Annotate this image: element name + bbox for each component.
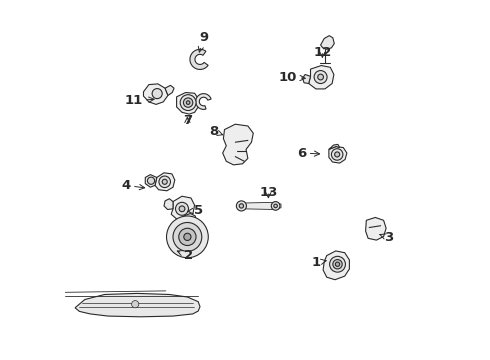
Text: 13: 13 bbox=[259, 186, 278, 199]
Text: 3: 3 bbox=[379, 231, 393, 244]
Text: 12: 12 bbox=[313, 46, 332, 59]
Polygon shape bbox=[366, 217, 386, 240]
Polygon shape bbox=[145, 175, 157, 187]
Circle shape bbox=[147, 177, 155, 184]
Polygon shape bbox=[144, 84, 168, 104]
Circle shape bbox=[167, 216, 208, 258]
Circle shape bbox=[152, 89, 162, 99]
Polygon shape bbox=[165, 85, 174, 95]
Text: 11: 11 bbox=[124, 94, 154, 107]
Circle shape bbox=[159, 176, 171, 188]
Text: 10: 10 bbox=[279, 71, 305, 84]
Circle shape bbox=[333, 260, 342, 269]
Circle shape bbox=[330, 256, 345, 272]
Circle shape bbox=[271, 202, 280, 210]
Text: 2: 2 bbox=[177, 249, 193, 262]
Text: 5: 5 bbox=[188, 204, 203, 217]
Polygon shape bbox=[303, 75, 311, 84]
Circle shape bbox=[175, 202, 189, 215]
Circle shape bbox=[180, 95, 196, 111]
Polygon shape bbox=[242, 202, 281, 210]
Circle shape bbox=[162, 179, 167, 184]
Circle shape bbox=[183, 98, 193, 107]
Circle shape bbox=[335, 152, 340, 157]
Polygon shape bbox=[75, 293, 200, 317]
Polygon shape bbox=[164, 199, 173, 210]
Circle shape bbox=[179, 228, 196, 246]
Text: 7: 7 bbox=[183, 114, 192, 127]
Circle shape bbox=[318, 74, 323, 80]
Circle shape bbox=[331, 149, 343, 160]
Circle shape bbox=[179, 206, 185, 212]
Circle shape bbox=[186, 101, 190, 104]
Circle shape bbox=[239, 204, 244, 208]
Circle shape bbox=[335, 262, 340, 266]
Polygon shape bbox=[222, 124, 253, 165]
Circle shape bbox=[274, 204, 277, 208]
Circle shape bbox=[132, 301, 139, 308]
Text: 9: 9 bbox=[198, 31, 208, 52]
Text: 8: 8 bbox=[209, 125, 222, 138]
Polygon shape bbox=[323, 251, 349, 280]
Polygon shape bbox=[176, 93, 199, 114]
Polygon shape bbox=[190, 49, 208, 69]
Circle shape bbox=[236, 201, 246, 211]
Polygon shape bbox=[155, 173, 175, 191]
Polygon shape bbox=[171, 196, 195, 220]
Circle shape bbox=[184, 233, 191, 240]
Polygon shape bbox=[180, 213, 196, 229]
Text: 4: 4 bbox=[121, 179, 145, 192]
Polygon shape bbox=[329, 147, 347, 163]
Circle shape bbox=[314, 71, 327, 84]
Circle shape bbox=[173, 222, 202, 251]
Polygon shape bbox=[196, 94, 211, 109]
Polygon shape bbox=[320, 36, 334, 49]
Polygon shape bbox=[309, 66, 334, 89]
Text: 1: 1 bbox=[312, 256, 326, 269]
Text: 6: 6 bbox=[297, 147, 319, 159]
Polygon shape bbox=[329, 144, 340, 149]
